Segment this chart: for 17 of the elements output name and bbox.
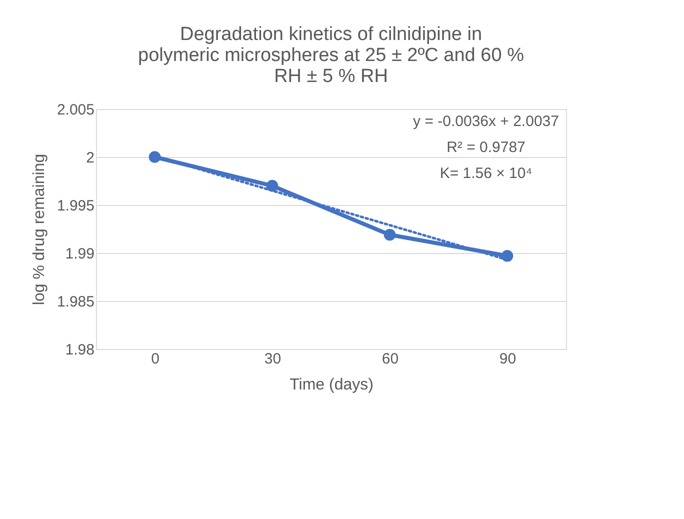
x-axis-title: Time (days) — [290, 376, 374, 394]
point — [384, 228, 396, 241]
x-tick-label: 30 — [264, 350, 282, 368]
y-tick-label: 2.005 — [56, 102, 94, 118]
y-tick-label: 2 — [86, 150, 94, 166]
x-tick-label: 60 — [382, 350, 399, 368]
y-tick-label: 1.985 — [56, 294, 94, 310]
annotation: K= 1.56 × 10⁴ — [440, 165, 532, 182]
x-tick-label: 0 — [151, 350, 160, 368]
x-tick-label: 90 — [499, 350, 516, 368]
chart-title: Degradation kinetics of cilnidipine in polymeric microspheres at 25 ± 2ºC and 60 % RH ± 5 % RH — [138, 24, 524, 87]
annotation: y = -0.0036x + 2.0037 — [413, 113, 559, 130]
annotation: R² = 0.9787 — [446, 139, 526, 156]
y-tick-label: 1.98 — [65, 342, 94, 358]
y-axis-title: log % drug remaining — [30, 154, 48, 306]
y-tick-label: 1.99 — [65, 246, 94, 262]
y-tick-label: 1.995 — [56, 198, 94, 214]
